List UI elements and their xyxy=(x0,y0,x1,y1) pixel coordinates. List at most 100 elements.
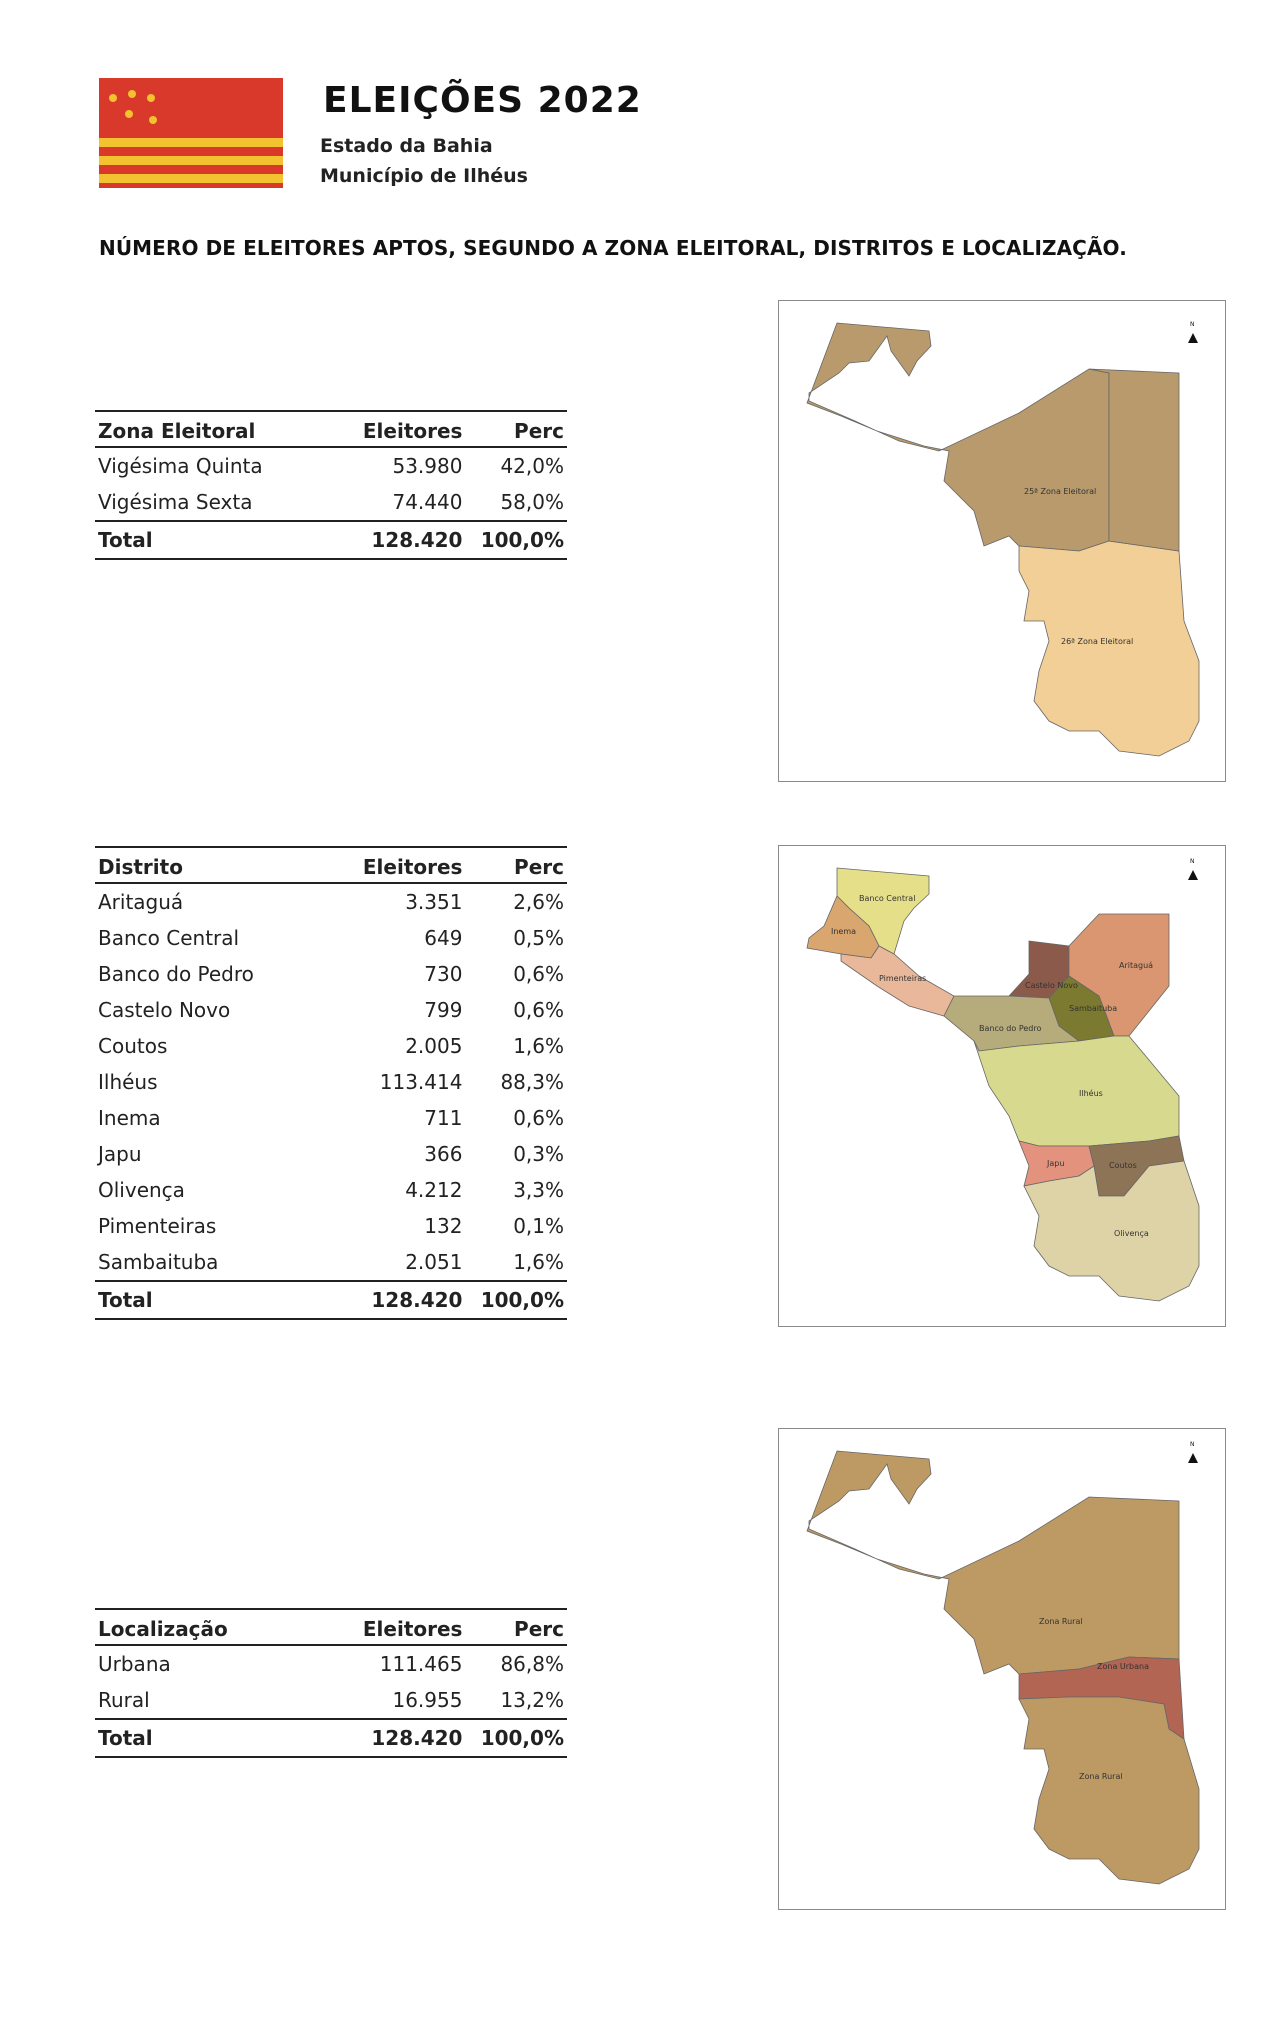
row-perc: 0,6% xyxy=(513,962,564,986)
table-row: Urbana 111.465 86,8% xyxy=(95,1645,567,1682)
section-headline: NÚMERO DE ELEITORES APTOS, SEGUNDO A ZON… xyxy=(99,236,1127,260)
row-eleitores: 111.465 xyxy=(379,1652,463,1676)
row-eleitores: 3.351 xyxy=(405,890,463,914)
row-eleitores: 113.414 xyxy=(379,1070,463,1094)
table-row: Pimenteiras 132 0,1% xyxy=(95,1208,567,1244)
row-perc: 3,3% xyxy=(513,1178,564,1202)
state-name: Estado da Bahia xyxy=(320,135,493,157)
distrito-table: Distrito Eleitores Perc Aritaguá 3.351 2… xyxy=(95,846,567,1320)
map-label: Castelo Novo xyxy=(1025,981,1078,990)
row-eleitores: 730 xyxy=(424,962,463,986)
row-label: Urbana xyxy=(98,1652,171,1676)
map-label: Aritaguá xyxy=(1119,961,1153,970)
localizacao-map: Zona Rural Zona Urbana Zona Rural N xyxy=(778,1428,1226,1910)
row-eleitores: 16.955 xyxy=(392,1688,463,1712)
row-perc: 0,3% xyxy=(513,1142,564,1166)
page-title: ELEIÇÕES 2022 xyxy=(323,80,642,121)
distritos-map-svg: Banco Central Inema Pimenteiras Castelo … xyxy=(806,858,1200,1302)
table-header-row: Distrito Eleitores Perc xyxy=(95,847,567,883)
north-arrow-icon: N xyxy=(1188,858,1198,880)
table-row: Olivença 4.212 3,3% xyxy=(95,1172,567,1208)
map-label: Japu xyxy=(1046,1159,1064,1168)
bahia-flag-logo xyxy=(99,78,283,188)
total-label: Total xyxy=(98,1288,153,1312)
total-eleitores: 128.420 xyxy=(371,1288,463,1312)
row-eleitores: 366 xyxy=(424,1142,463,1166)
total-perc: 100,0% xyxy=(480,1726,564,1750)
row-eleitores: 2.051 xyxy=(405,1250,463,1274)
row-perc: 42,0% xyxy=(500,454,564,478)
total-label: Total xyxy=(98,1726,153,1750)
row-perc: 13,2% xyxy=(500,1688,564,1712)
row-label: Rural xyxy=(98,1688,150,1712)
row-label: Aritaguá xyxy=(98,890,184,914)
municipality-name: Município de Ilhéus xyxy=(320,165,528,187)
row-eleitores: 2.005 xyxy=(405,1034,463,1058)
map-label: Zona Urbana xyxy=(1097,1662,1149,1671)
row-perc: 0,6% xyxy=(513,1106,564,1130)
row-perc: 0,5% xyxy=(513,926,564,950)
district-olivenca xyxy=(1023,1160,1200,1302)
total-perc: 100,0% xyxy=(480,528,564,552)
total-row: Total 128.420 100,0% xyxy=(95,1281,567,1319)
row-label: Castelo Novo xyxy=(98,998,231,1022)
table-row: Aritaguá 3.351 2,6% xyxy=(95,883,567,920)
district-ilheus xyxy=(973,1035,1180,1147)
table-row: Banco Central 649 0,5% xyxy=(95,920,567,956)
row-eleitores: 649 xyxy=(424,926,463,950)
row-perc: 0,1% xyxy=(513,1214,564,1238)
row-perc: 86,8% xyxy=(500,1652,564,1676)
row-eleitores: 132 xyxy=(424,1214,463,1238)
total-eleitores: 128.420 xyxy=(371,528,463,552)
row-perc: 88,3% xyxy=(500,1070,564,1094)
row-label: Olivença xyxy=(98,1178,185,1202)
map-label: Zona Rural xyxy=(1079,1772,1123,1781)
table-row: Banco do Pedro 730 0,6% xyxy=(95,956,567,992)
row-label: Japu xyxy=(98,1142,142,1166)
row-label: Pimenteiras xyxy=(98,1214,217,1238)
north-arrow-icon: N xyxy=(1188,1441,1198,1463)
map-label: Pimenteiras xyxy=(879,974,926,983)
total-row: Total 128.420 100,0% xyxy=(95,1719,567,1757)
zona-eleitoral-table: Zona Eleitoral Eleitores Perc Vigésima Q… xyxy=(95,410,567,560)
row-perc: 0,6% xyxy=(513,998,564,1022)
table-row: Inema 711 0,6% xyxy=(95,1100,567,1136)
map-label: Banco do Pedro xyxy=(979,1024,1041,1033)
table-row: Castelo Novo 799 0,6% xyxy=(95,992,567,1028)
table-row: Coutos 2.005 1,6% xyxy=(95,1028,567,1064)
column-header: Perc xyxy=(514,1617,564,1641)
map-label: Banco Central xyxy=(859,894,915,903)
column-header: Eleitores xyxy=(362,1617,463,1641)
row-label: Ilhéus xyxy=(98,1070,158,1094)
north-arrow-icon: N xyxy=(1188,321,1198,343)
map-label: Zona Rural xyxy=(1039,1617,1083,1626)
row-perc: 1,6% xyxy=(513,1250,564,1274)
row-eleitores: 711 xyxy=(424,1106,463,1130)
column-header: Eleitores xyxy=(362,419,463,443)
map-label: 25ª Zona Eleitoral xyxy=(1024,487,1096,496)
distritos-map: Banco Central Inema Pimenteiras Castelo … xyxy=(778,845,1226,1327)
row-perc: 2,6% xyxy=(513,890,564,914)
map-label: Coutos xyxy=(1109,1161,1137,1170)
table-row: Rural 16.955 13,2% xyxy=(95,1682,567,1719)
table-row: Vigésima Quinta 53.980 42,0% xyxy=(95,447,567,484)
localizacao-table: Localização Eleitores Perc Urbana 111.46… xyxy=(95,1608,567,1758)
zonas-map-svg: 25ª Zona Eleitoral 26ª Zona Eleitoral N xyxy=(806,321,1200,757)
svg-text:N: N xyxy=(1190,1441,1195,1448)
zona-rural-south-region xyxy=(1018,1696,1200,1885)
row-eleitores: 74.440 xyxy=(392,490,463,514)
zona-26-region xyxy=(1018,540,1200,757)
table-row: Japu 366 0,3% xyxy=(95,1136,567,1172)
total-eleitores: 128.420 xyxy=(371,1726,463,1750)
row-perc: 1,6% xyxy=(513,1034,564,1058)
row-eleitores: 799 xyxy=(424,998,463,1022)
row-eleitores: 4.212 xyxy=(405,1178,463,1202)
column-header: Perc xyxy=(514,855,564,879)
zonas-map: 25ª Zona Eleitoral 26ª Zona Eleitoral N xyxy=(778,300,1226,782)
table-row: Ilhéus 113.414 88,3% xyxy=(95,1064,567,1100)
total-perc: 100,0% xyxy=(480,1288,564,1312)
map-label: Olivença xyxy=(1114,1229,1149,1238)
column-header: Distrito xyxy=(98,855,183,879)
row-label: Vigésima Quinta xyxy=(98,454,263,478)
zona-25-region xyxy=(806,322,1110,552)
